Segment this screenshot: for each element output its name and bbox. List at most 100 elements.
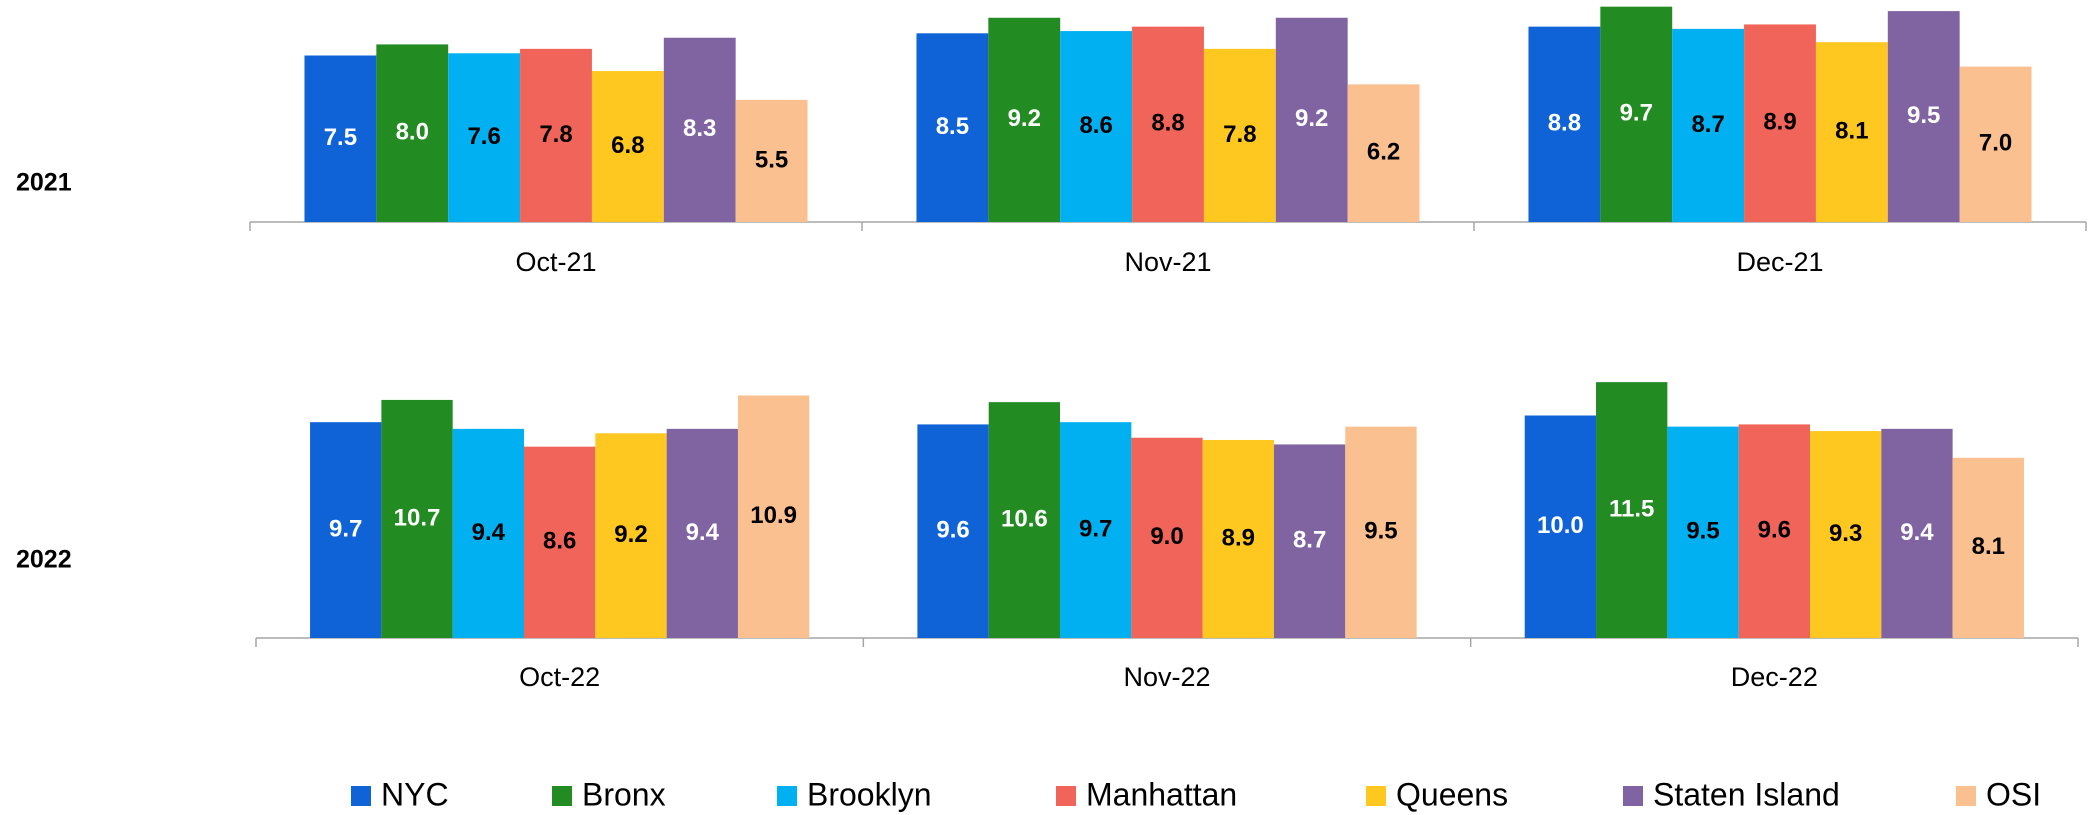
legend-label: Staten Island xyxy=(1653,776,1840,812)
legend-label: Bronx xyxy=(582,776,666,812)
legend-swatch xyxy=(552,786,572,806)
legend-swatch xyxy=(1956,786,1976,806)
value-label: 8.8 xyxy=(1151,110,1184,137)
value-label: 9.2 xyxy=(1008,105,1041,132)
value-label: 8.1 xyxy=(1972,533,2005,560)
bar xyxy=(1809,431,1882,638)
legend-label: Manhattan xyxy=(1086,776,1237,812)
bar xyxy=(1524,415,1597,638)
value-label: 8.8 xyxy=(1548,110,1581,137)
value-label: 7.8 xyxy=(1223,121,1256,148)
value-label: 9.4 xyxy=(472,519,506,546)
x-tick-label: Nov-22 xyxy=(1123,662,1210,692)
value-label: 9.5 xyxy=(1686,518,1719,545)
bar xyxy=(1600,6,1673,222)
bar xyxy=(1203,48,1276,223)
value-label: 8.6 xyxy=(543,528,576,555)
legend-label: OSI xyxy=(1986,776,2041,812)
bar xyxy=(1667,426,1739,638)
bar xyxy=(1887,11,1960,222)
row-label: 2022 xyxy=(16,546,72,574)
value-label: 9.7 xyxy=(1079,515,1112,542)
value-label: 9.7 xyxy=(1620,100,1653,127)
legend-swatch xyxy=(777,786,797,806)
bar xyxy=(737,395,810,638)
value-label: 5.5 xyxy=(755,146,788,173)
value-label: 10.6 xyxy=(1001,505,1048,532)
value-label: 9.0 xyxy=(1150,523,1183,550)
bar xyxy=(1815,42,1888,223)
value-label: 9.5 xyxy=(1364,518,1397,545)
bar xyxy=(591,71,664,222)
x-tick-label: Dec-21 xyxy=(1736,247,1823,277)
bar xyxy=(448,53,521,222)
bar xyxy=(310,422,382,638)
row-label: 2021 xyxy=(16,169,72,197)
value-label: 9.3 xyxy=(1829,520,1862,547)
value-label: 10.0 xyxy=(1537,512,1584,539)
bar xyxy=(1952,457,2024,638)
bar xyxy=(666,428,738,638)
value-label: 10.9 xyxy=(750,502,797,529)
value-label: 8.7 xyxy=(1293,527,1326,554)
value-label: 8.5 xyxy=(936,113,969,140)
bar xyxy=(1345,426,1417,638)
bar xyxy=(1131,437,1203,638)
bar xyxy=(381,399,453,638)
value-label: 8.9 xyxy=(1222,524,1255,551)
legend-label: Brooklyn xyxy=(807,776,932,812)
x-tick-label: Oct-21 xyxy=(515,247,596,277)
bar xyxy=(663,37,736,222)
legend-label: NYC xyxy=(381,776,449,812)
bar xyxy=(916,33,989,222)
bar xyxy=(1132,26,1204,222)
bar xyxy=(520,48,592,223)
value-label: 6.8 xyxy=(611,132,644,159)
value-label: 8.9 xyxy=(1763,109,1796,136)
bar xyxy=(1060,31,1133,222)
bar xyxy=(988,402,1061,638)
value-label: 6.2 xyxy=(1367,139,1400,166)
legend-swatch xyxy=(1623,786,1643,806)
legend-label: Queens xyxy=(1396,776,1508,812)
bar xyxy=(595,433,667,638)
value-label: 9.7 xyxy=(329,515,362,542)
legend-swatch xyxy=(1366,786,1386,806)
value-label: 9.5 xyxy=(1907,102,1940,129)
value-label: 7.5 xyxy=(324,124,357,151)
value-label: 8.0 xyxy=(396,119,429,146)
value-label: 8.7 xyxy=(1691,111,1724,138)
value-label: 9.2 xyxy=(1295,105,1328,132)
value-label: 7.6 xyxy=(467,123,500,150)
legend-swatch xyxy=(351,786,371,806)
bar xyxy=(452,428,525,638)
value-label: 9.6 xyxy=(936,517,969,544)
value-label: 8.3 xyxy=(683,115,716,142)
bar xyxy=(1881,428,1953,638)
bar xyxy=(1596,382,1668,638)
value-label: 10.7 xyxy=(394,504,441,531)
bar xyxy=(1347,84,1420,222)
value-label: 8.6 xyxy=(1079,112,1112,139)
bar xyxy=(1060,422,1132,638)
bar xyxy=(917,424,989,638)
value-label: 7.0 xyxy=(1979,130,2012,157)
bar xyxy=(1672,28,1745,222)
bar xyxy=(1744,24,1816,223)
bar xyxy=(1275,17,1348,223)
bar xyxy=(1738,424,1810,638)
bar xyxy=(1959,66,2032,222)
value-label: 9.4 xyxy=(1900,519,1934,546)
value-label: 9.6 xyxy=(1758,517,1791,544)
bar xyxy=(988,17,1061,223)
bar xyxy=(735,99,808,222)
x-tick-label: Oct-22 xyxy=(519,662,600,692)
bar xyxy=(1528,26,1601,222)
value-label: 8.1 xyxy=(1835,117,1868,144)
value-label: 9.4 xyxy=(686,519,720,546)
x-tick-label: Nov-21 xyxy=(1124,247,1211,277)
x-tick-label: Dec-22 xyxy=(1731,662,1818,692)
bar xyxy=(304,55,377,222)
legend-swatch xyxy=(1056,786,1076,806)
